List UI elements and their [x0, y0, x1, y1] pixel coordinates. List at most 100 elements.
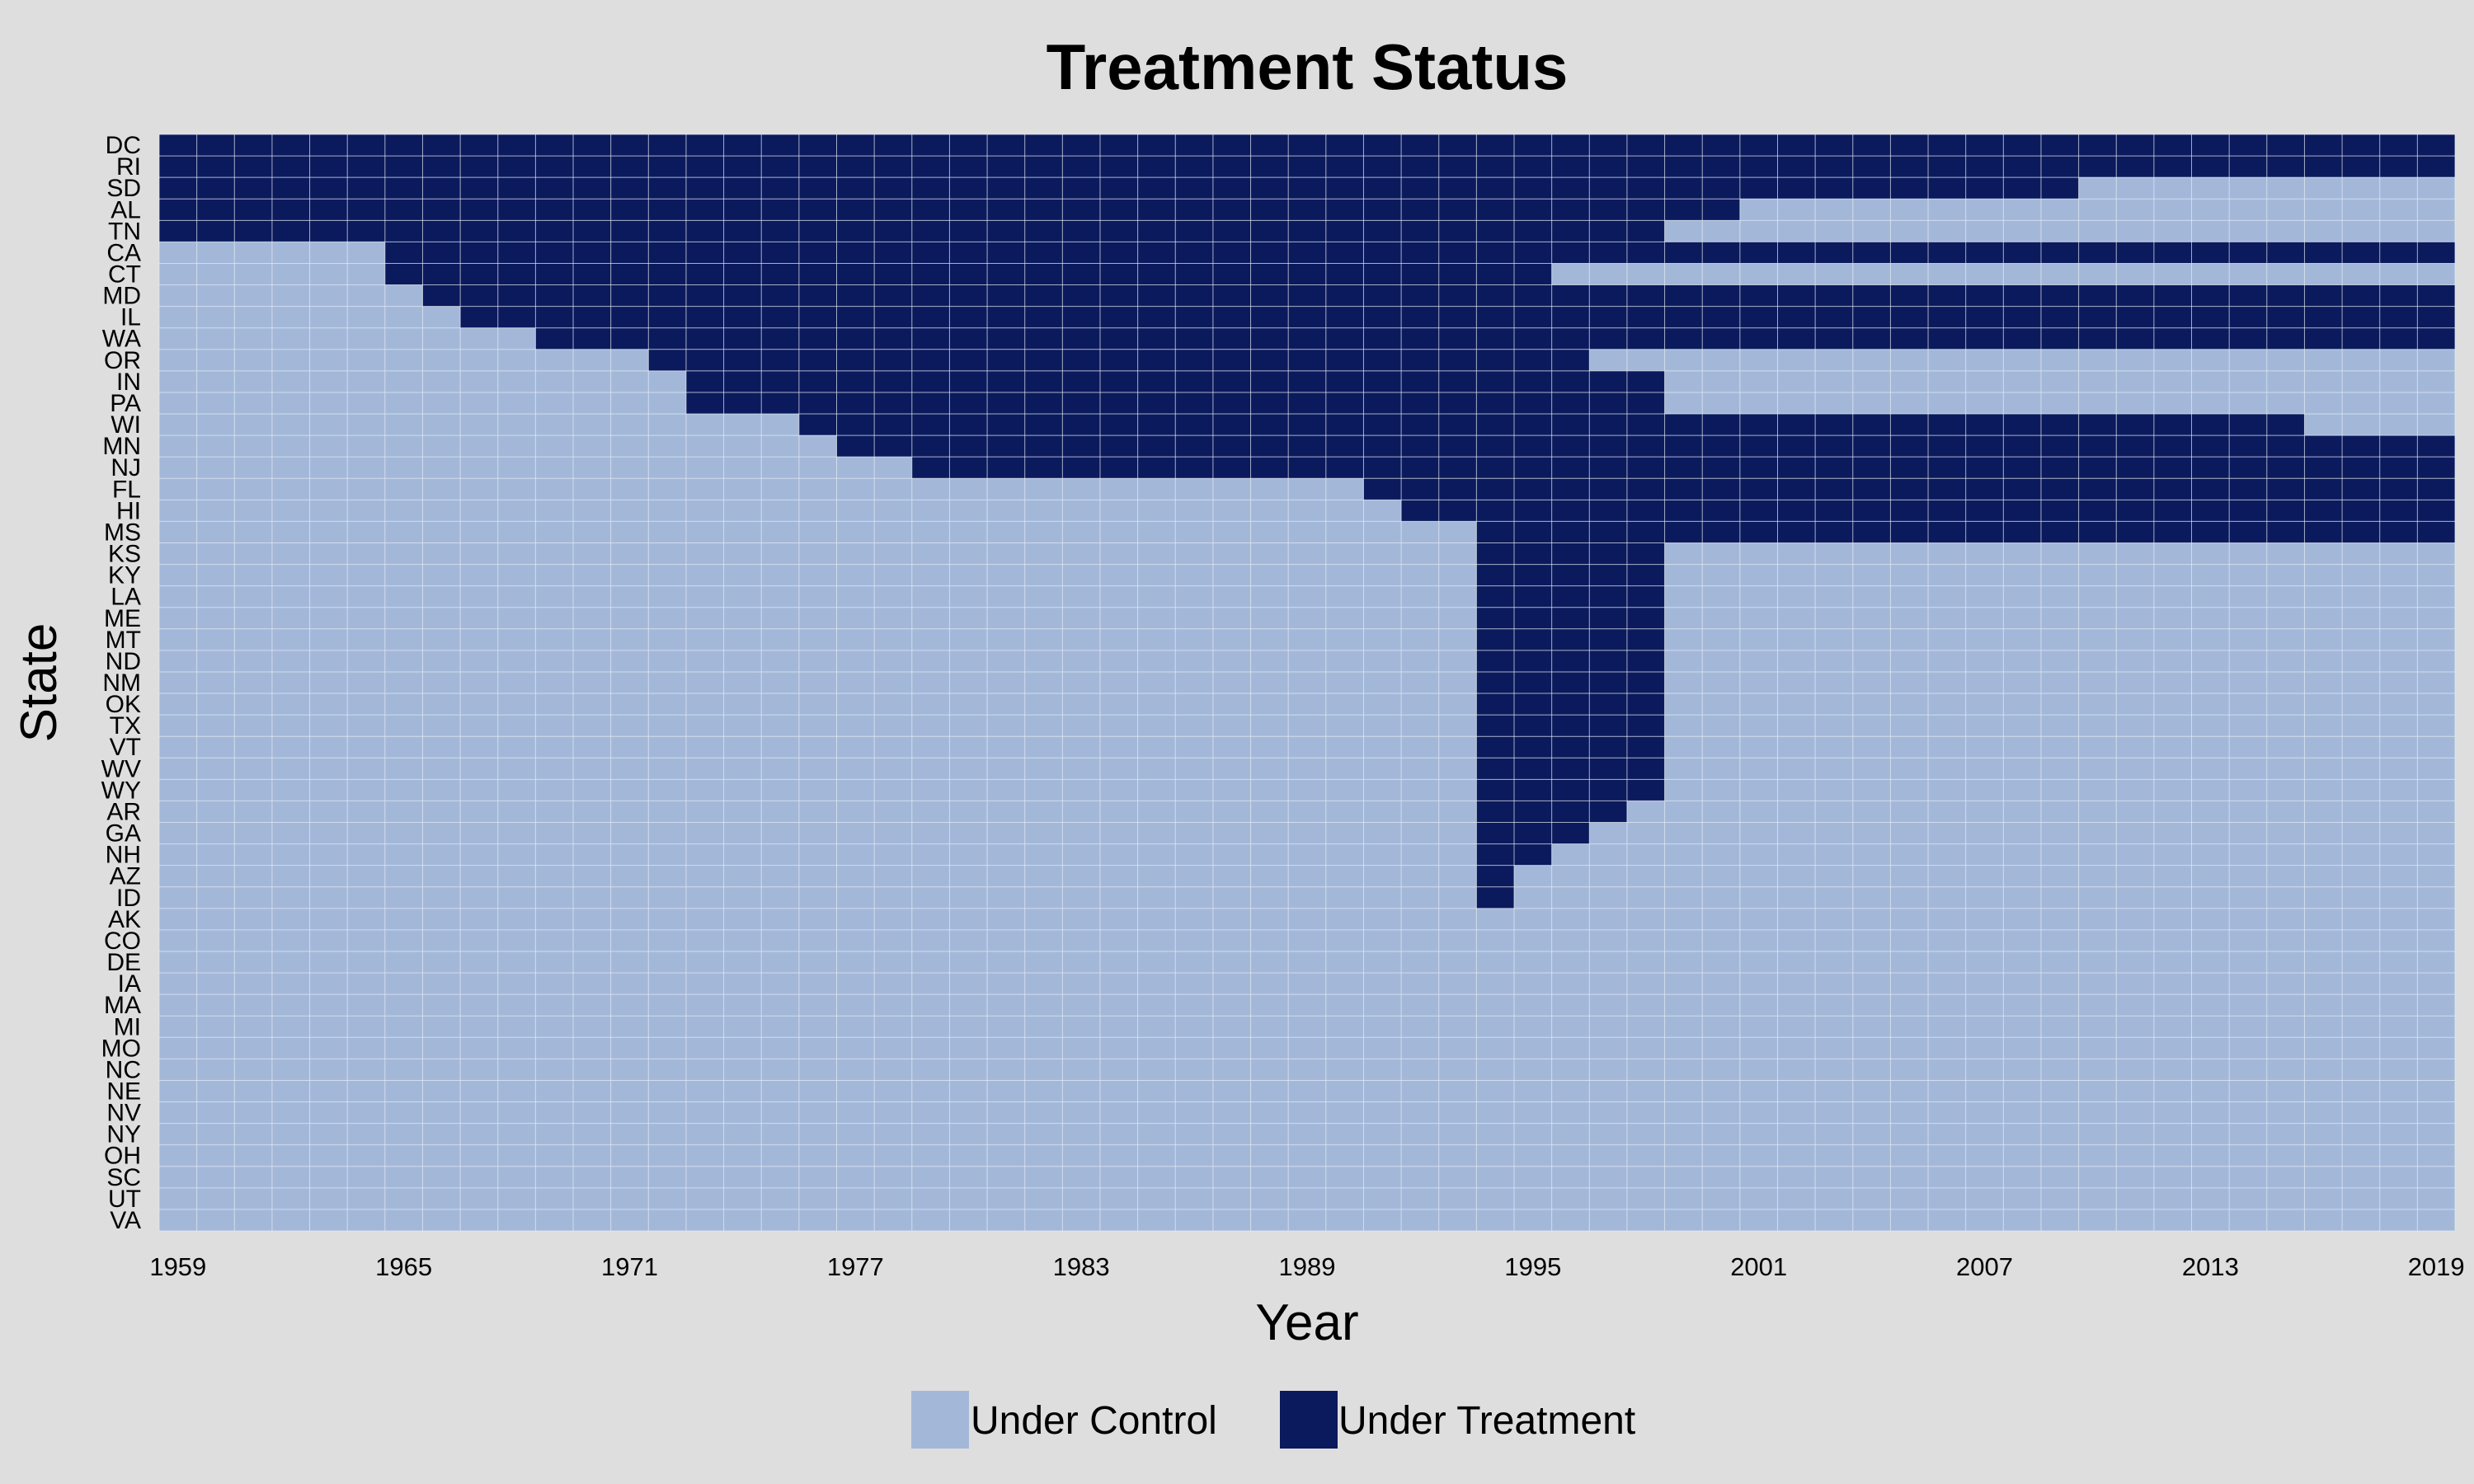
- state-label-HI: HI: [116, 497, 141, 524]
- heatmap-row-NM: [159, 671, 2455, 694]
- heatmap-row-ND: [159, 650, 2455, 672]
- treated-cells-OK: [1476, 693, 1665, 716]
- control-cells-NH: [159, 843, 2455, 866]
- cell-grid: [158, 134, 2456, 1232]
- state-label-IA: IA: [118, 970, 141, 998]
- heatmap-row-NC: [159, 1059, 2455, 1081]
- heatmap-row-AZ: [159, 865, 2455, 887]
- heatmap-row-ID: [159, 886, 2455, 909]
- year-label-1989: 1989: [1279, 1252, 1336, 1281]
- state-label-NJ: NJ: [111, 454, 141, 481]
- heatmap-row-AL: [159, 199, 2455, 221]
- treated-cells-WA: [535, 327, 2455, 350]
- heatmap-row-HI: [159, 500, 2455, 522]
- control-cells-AK: [159, 908, 2455, 930]
- year-label-2007: 2007: [1956, 1252, 2013, 1281]
- treated-cells-KY: [1476, 564, 1665, 586]
- treated-cells-GA: [1476, 822, 1590, 844]
- state-label-UT: UT: [108, 1186, 141, 1213]
- state-label-NV: NV: [106, 1100, 141, 1127]
- heatmap-row-OR: [159, 349, 2455, 371]
- state-label-PA: PA: [110, 390, 141, 417]
- heatmap-row-CO: [159, 929, 2455, 951]
- state-label-NE: NE: [106, 1078, 141, 1105]
- heatmap-row-MI: [159, 1016, 2455, 1038]
- heatmap-row-KS: [159, 542, 2455, 565]
- heatmap-row-IA: [159, 973, 2455, 995]
- state-label-ID: ID: [116, 885, 141, 912]
- control-cells-NE: [159, 1080, 2455, 1102]
- year-tick-labels: 1959 1965 1971 1977 1983 1989 1995 2001 2007 2013…: [149, 1252, 2464, 1281]
- state-label-NY: NY: [106, 1121, 141, 1148]
- control-cells-IA: [159, 973, 2455, 995]
- heatmap-row-MO: [159, 1037, 2455, 1059]
- heatmap-row-VA: [159, 1209, 2455, 1231]
- heatmap-row-WY: [159, 779, 2455, 801]
- heatmap-row-CT: [159, 263, 2455, 285]
- treated-cells-RI: [159, 156, 2455, 178]
- state-label-NM: NM: [102, 669, 141, 697]
- control-cells-AZ: [159, 865, 2455, 887]
- state-label-NH: NH: [106, 842, 141, 869]
- control-cells-DE: [159, 951, 2455, 974]
- state-label-OK: OK: [106, 691, 141, 718]
- treated-cells-SD: [159, 177, 2079, 200]
- heatmap-row-OH: [159, 1144, 2455, 1167]
- heatmap-row-KY: [159, 564, 2455, 586]
- treated-cells-FL: [1363, 478, 2455, 500]
- state-label-SC: SC: [106, 1164, 141, 1191]
- control-cells-KS: [159, 542, 2455, 565]
- treated-cells-CA: [384, 242, 2456, 264]
- treated-cells-IL: [460, 306, 2455, 328]
- control-cells-NV: [159, 1101, 2455, 1124]
- treated-cells-AZ: [1476, 865, 1515, 887]
- treated-cells-DC: [159, 134, 2455, 157]
- state-label-VT: VT: [110, 734, 141, 761]
- state-label-WV: WV: [101, 755, 141, 782]
- chart-title: Treatment Status: [1047, 31, 1569, 103]
- heatmap-row-SC: [159, 1166, 2455, 1188]
- heatmap-row-NE: [159, 1080, 2455, 1102]
- state-label-CA: CA: [106, 239, 141, 266]
- heatmap-row-MT: [159, 628, 2455, 650]
- state-label-LA: LA: [111, 584, 141, 611]
- control-cells-VA: [159, 1209, 2455, 1231]
- year-label-1971: 1971: [601, 1252, 658, 1281]
- state-label-SD: SD: [106, 175, 141, 202]
- heatmap-row-WI: [159, 414, 2455, 436]
- state-label-KY: KY: [108, 562, 141, 589]
- state-label-MI: MI: [114, 1013, 141, 1040]
- control-cells-SC: [159, 1166, 2455, 1188]
- heatmap-row-AR: [159, 801, 2455, 823]
- state-tick-labels: DCRISDALTNCACTMDILWAORINPAWIMNNJFLHIMSKS…: [101, 132, 141, 1234]
- state-label-FL: FL: [112, 476, 141, 503]
- control-cells-KY: [159, 564, 2455, 586]
- legend: Under Control Under Treatment: [911, 1391, 1635, 1449]
- treated-cells-ND: [1476, 650, 1665, 672]
- state-label-WA: WA: [102, 326, 141, 353]
- state-label-IN: IN: [116, 369, 141, 396]
- treated-cells-ID: [1476, 886, 1515, 909]
- state-label-ME: ME: [104, 605, 141, 632]
- year-label-1995: 1995: [1504, 1252, 1561, 1281]
- state-label-VA: VA: [110, 1207, 141, 1234]
- year-label-1983: 1983: [1053, 1252, 1110, 1281]
- treated-cells-CT: [384, 263, 1552, 285]
- state-label-NC: NC: [106, 1056, 141, 1083]
- legend-swatch: [911, 1391, 969, 1449]
- state-label-WI: WI: [111, 411, 141, 439]
- year-label-1977: 1977: [827, 1252, 884, 1281]
- heatmap-row-WA: [159, 327, 2455, 350]
- heatmap-row-ME: [159, 607, 2455, 629]
- state-label-MA: MA: [104, 992, 141, 1019]
- heatmap-row-DE: [159, 951, 2455, 974]
- treated-cells-NM: [1476, 671, 1665, 694]
- state-label-CT: CT: [108, 261, 141, 289]
- legend-label: Under Control: [971, 1399, 1217, 1443]
- heatmap-cells: [158, 134, 2456, 1232]
- control-cells-ND: [159, 650, 2455, 672]
- legend-label: Under Treatment: [1338, 1399, 1635, 1443]
- year-label-2019: 2019: [2408, 1252, 2465, 1281]
- control-cells-MI: [159, 1016, 2455, 1038]
